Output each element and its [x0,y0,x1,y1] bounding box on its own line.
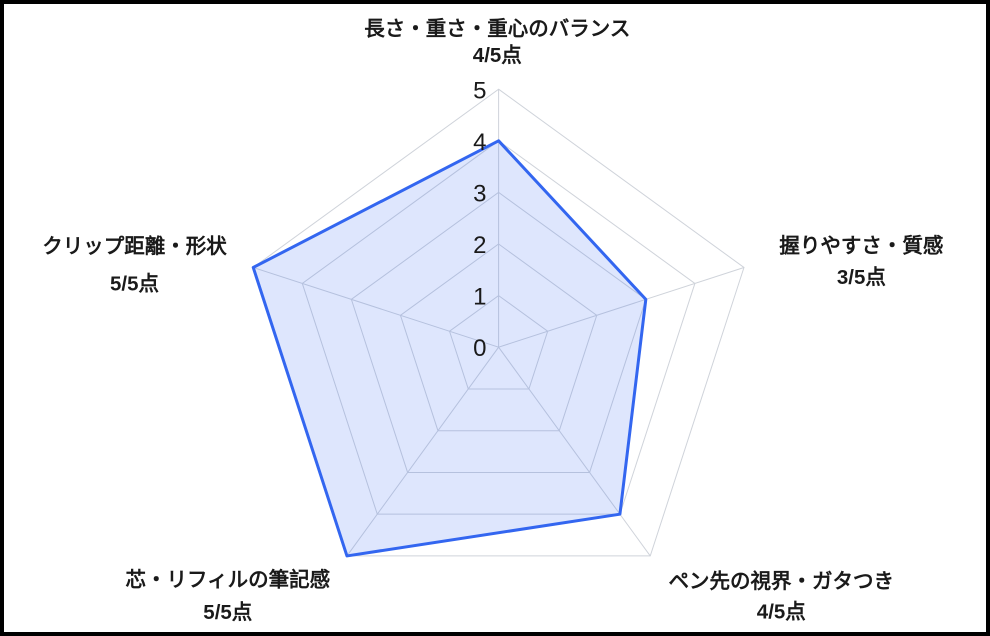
svg-text:5: 5 [473,78,486,105]
svg-text:3: 3 [473,181,486,208]
svg-text:握りやすさ・質感: 握りやすさ・質感 [779,234,943,258]
svg-text:5/5点: 5/5点 [203,600,252,624]
svg-text:1: 1 [473,284,486,311]
svg-text:ペン先の視界・ガタつき: ペン先の視界・ガタつき [669,569,895,593]
svg-text:クリップ距離・形状: クリップ距離・形状 [42,234,227,258]
svg-text:2: 2 [473,232,486,259]
svg-text:芯・リフィルの筆記感: 芯・リフィルの筆記感 [126,568,331,592]
svg-text:4: 4 [473,129,486,156]
svg-text:5/5点: 5/5点 [110,272,159,296]
svg-text:4/5点: 4/5点 [757,599,806,623]
svg-text:3/5点: 3/5点 [837,265,886,289]
svg-text:長さ・重さ・重心のバランス: 長さ・重さ・重心のバランス [364,18,630,41]
svg-text:4/5点: 4/5点 [473,43,522,67]
svg-text:0: 0 [473,335,486,362]
